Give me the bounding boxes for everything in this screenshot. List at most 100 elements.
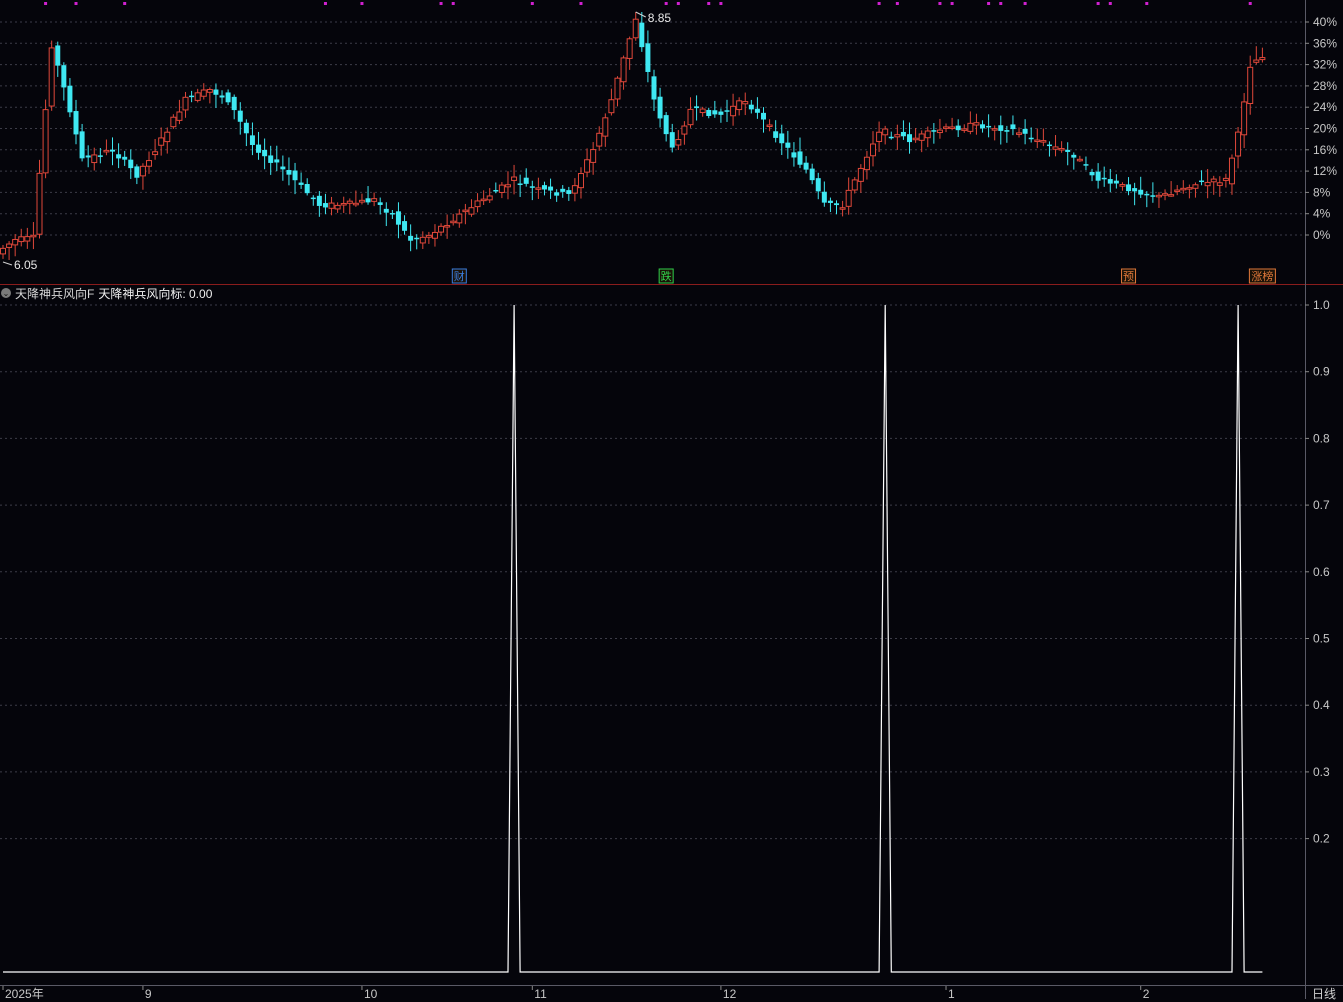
candle-body-up	[1259, 57, 1266, 61]
collapse-toggle-icon[interactable]: ⌄	[1, 288, 11, 298]
candle-body-up	[949, 126, 956, 129]
candle-body-up	[152, 151, 159, 156]
candle-body-down	[718, 111, 724, 115]
candle-body-up	[1162, 193, 1169, 196]
candle-body-up	[358, 199, 365, 203]
candle-body-down	[383, 208, 389, 213]
candle-body-down	[1083, 164, 1089, 166]
candle-body-down	[274, 159, 280, 163]
candle-body-down	[1126, 184, 1132, 192]
period-selector[interactable]: 日线	[1311, 987, 1336, 1001]
candle-body-up	[328, 202, 335, 209]
candle-body-up	[158, 137, 165, 146]
candle-body-up	[1247, 66, 1254, 105]
low-pointer	[2, 261, 13, 266]
candle-body-up	[675, 139, 682, 146]
candle-body-up	[1180, 187, 1187, 191]
candle-body-up	[1040, 140, 1047, 143]
candle-body-up	[498, 184, 505, 193]
candle-body-up	[1034, 139, 1041, 143]
candle-body-up	[1204, 181, 1211, 187]
candle-body-down	[316, 195, 322, 206]
signal-marker	[439, 2, 443, 5]
price-tick-label: 20%	[1313, 122, 1337, 136]
candle-body-down	[304, 184, 310, 194]
candle-body-down	[249, 135, 255, 145]
candle-body-up	[614, 77, 621, 100]
candle-body-down	[225, 92, 231, 103]
candle-body-down	[1095, 171, 1101, 181]
signal-marker	[579, 2, 583, 5]
indicator-tick-label: 0.5	[1313, 632, 1330, 646]
candle-body-down	[803, 162, 809, 170]
candle-body-up	[973, 122, 980, 126]
candle-body-down	[931, 130, 937, 132]
candle-body-up	[766, 124, 773, 128]
candle-body-up	[943, 126, 950, 129]
candle-body-up	[602, 117, 609, 137]
signal-marker	[1108, 2, 1112, 5]
x-axis-label: 2	[1143, 987, 1150, 999]
candle-body-down	[1107, 179, 1113, 184]
candle-body-down	[694, 106, 700, 109]
candle-body-up	[176, 111, 183, 121]
x-axis-label: 9	[145, 987, 152, 999]
candle-body-up	[480, 198, 487, 202]
candle-body-up	[936, 129, 943, 134]
candle-body-up	[139, 165, 146, 177]
indicator-tick-label: 0.7	[1313, 498, 1330, 512]
candle-body-up	[608, 99, 615, 114]
signal-marker	[950, 2, 954, 5]
candle-body-down	[322, 203, 328, 208]
price-tick-label: 36%	[1313, 36, 1337, 50]
candle-body-up	[857, 167, 864, 182]
candle-body-up	[912, 137, 919, 141]
candle-body-up	[468, 207, 475, 215]
candle-body-up	[474, 200, 481, 208]
candle-body-down	[1199, 180, 1205, 183]
candle-body-up	[12, 238, 19, 246]
candle-body-down	[213, 89, 219, 95]
candle-body-down	[754, 108, 760, 113]
signal-marker	[895, 2, 899, 5]
candle-body-up	[924, 130, 931, 139]
event-tag-box	[658, 268, 674, 284]
indicator-line	[3, 304, 1263, 973]
event-tag-label: 预	[1123, 270, 1134, 283]
candle-body-down	[189, 95, 195, 98]
candle-body-up	[170, 116, 177, 128]
candle-body-up	[632, 18, 639, 39]
candle-body-up	[103, 149, 110, 153]
candle-body-up	[961, 128, 968, 131]
event-tag-label: 涨榜	[1251, 269, 1273, 283]
candle-body-up	[863, 156, 870, 171]
candle-body-up	[535, 187, 542, 190]
candle-body-down	[900, 131, 906, 137]
candle-body-down	[712, 110, 718, 115]
candle-body-down	[128, 159, 134, 169]
event-tag-label: 跌	[661, 269, 672, 283]
candle-body-up	[30, 234, 37, 238]
candle-body-up	[876, 131, 883, 142]
candle-body-up	[851, 179, 858, 191]
indicator-tick-label: 1.0	[1313, 298, 1330, 312]
candle-body-down	[773, 131, 779, 138]
candle-body-down	[243, 122, 249, 134]
candle-body-down	[1065, 149, 1071, 152]
signal-marker	[707, 2, 711, 5]
price-tick-label: 24%	[1313, 100, 1337, 114]
candle-body-down	[116, 154, 122, 159]
indicator-tick-label: 0.9	[1313, 365, 1330, 379]
candle-body-up	[1058, 148, 1065, 151]
candle-body-up	[584, 159, 591, 173]
candle-body-down	[827, 200, 833, 203]
candle-body-down	[566, 190, 572, 194]
candle-body-down	[310, 197, 316, 200]
candle-body-up	[450, 220, 457, 224]
candle-body-down	[1089, 172, 1095, 176]
candle-body-up	[334, 204, 341, 210]
indicator-name[interactable]: 天降神兵风向F	[15, 286, 95, 301]
candle-body-up	[1216, 182, 1223, 186]
